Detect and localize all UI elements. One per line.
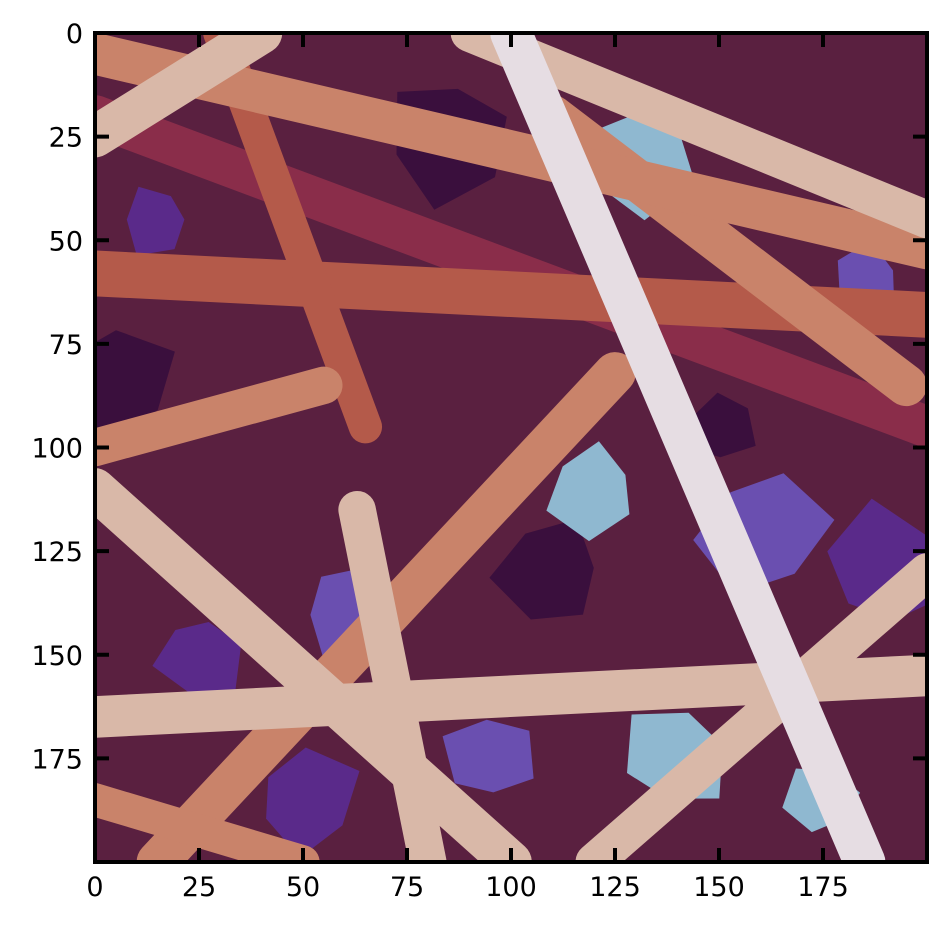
fiber: [95, 366, 343, 467]
x-tick-label: 25: [182, 872, 216, 903]
background-patch: [546, 441, 630, 542]
y-tick-label: 150: [31, 641, 83, 672]
background-patch: [95, 330, 175, 447]
y-tick-label: 125: [31, 537, 83, 568]
y-axis-tick-labels: 0 25 50 75 100 125 150 175: [31, 19, 83, 775]
background-patch: [266, 747, 360, 858]
x-tick-label: 150: [693, 872, 745, 903]
x-tick-label: 75: [390, 872, 424, 903]
fiber: [575, 553, 927, 862]
y-tick-label: 100: [31, 434, 83, 465]
image-plot-area: [95, 33, 927, 862]
y-tick-label: 75: [49, 330, 83, 361]
fiber: [95, 468, 532, 862]
fiber: [95, 783, 320, 862]
background-patch: [442, 719, 534, 793]
fiber: [95, 33, 927, 270]
background-patch: [152, 622, 242, 693]
x-tick-label: 125: [589, 872, 641, 903]
x-tick-label: 0: [86, 872, 103, 903]
fiber: [338, 490, 447, 862]
background-patch: [126, 186, 185, 256]
x-axis-tick-labels: 0 25 50 75 100 125 150 175: [86, 872, 848, 903]
x-tick-label: 175: [797, 872, 849, 903]
fiber: [490, 33, 886, 862]
x-tick-label: 100: [485, 872, 537, 903]
background-patch: [489, 519, 594, 620]
fiber-layer: [95, 33, 927, 862]
y-tick-label: 50: [49, 226, 83, 257]
y-tick-label: 0: [66, 19, 83, 50]
axis-ticks: [93, 31, 927, 862]
y-tick-label: 25: [49, 123, 83, 154]
x-tick-label: 50: [286, 872, 320, 903]
fiber: [95, 33, 283, 158]
y-tick-label: 175: [31, 744, 83, 775]
